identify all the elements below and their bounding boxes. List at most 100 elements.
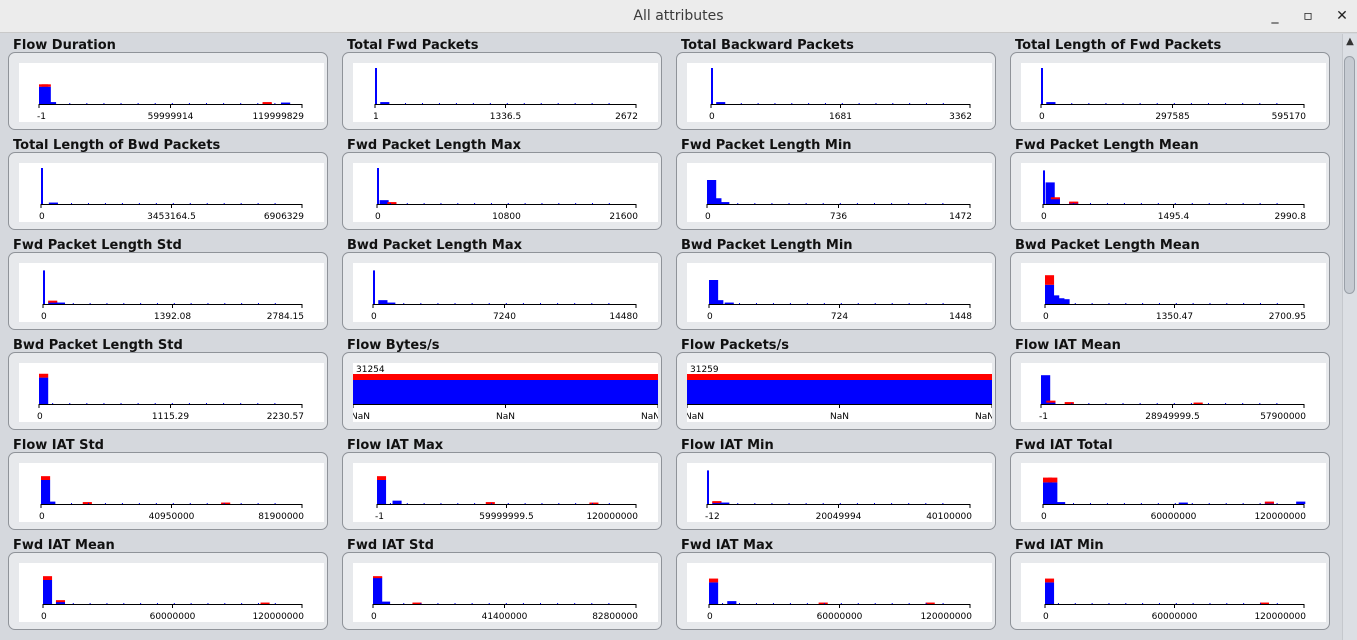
histogram-dot	[1122, 403, 1124, 404]
histogram-dot	[1105, 103, 1107, 104]
attribute-histogram[interactable]: Fwd IAT Max 0 60000000 120000000	[674, 534, 1000, 632]
attribute-histogram[interactable]: Total Fwd Packets 1 1336.5 2672	[340, 34, 666, 132]
histogram-tick-label: 2990.8	[1275, 212, 1307, 222]
attribute-histogram[interactable]: Fwd Packet Length Min 0 736 1472	[674, 134, 1000, 232]
minimize-icon[interactable]: _	[1271, 8, 1279, 24]
histogram-dot	[1276, 603, 1278, 604]
histogram-dot	[805, 503, 807, 504]
attribute-histogram[interactable]: Flow Packets/s 31259 NaN NaN NaN	[674, 334, 1000, 432]
histogram-dot	[874, 203, 876, 204]
attribute-histogram[interactable]: Total Length of Bwd Packets 0 3453164.5 690…	[6, 134, 332, 232]
histogram-dot	[1054, 103, 1056, 104]
histogram-svg: 0 10800 21600	[375, 168, 638, 222]
histogram-dot	[1158, 303, 1160, 304]
attribute-histogram[interactable]: Flow Duration -1 59999914 119999829	[6, 34, 332, 132]
histogram-dot	[257, 403, 259, 404]
histogram-plot: 0 1392.08 2784.15	[19, 263, 324, 322]
attribute-histogram[interactable]: Fwd IAT Std 0 41400000 82800000	[340, 534, 666, 632]
attribute-histogram[interactable]: Flow IAT Mean -1 28949999.5 57900000	[1008, 334, 1334, 432]
histogram-dot	[206, 403, 208, 404]
attribute-name: Flow IAT Max	[347, 438, 444, 453]
histogram-dot	[1259, 403, 1261, 404]
histogram-dot	[755, 303, 757, 304]
histogram-panel: 0 40950000 81900000	[8, 452, 328, 530]
histogram-dot	[874, 503, 876, 504]
histogram-tick-label: 736	[830, 212, 847, 222]
attribute-name: Bwd Packet Length Std	[13, 338, 183, 353]
histogram-dot	[155, 203, 157, 204]
histogram-dot	[106, 603, 108, 604]
histogram-dot	[140, 603, 142, 604]
histogram-dot	[1071, 103, 1073, 104]
histogram-dot	[1192, 603, 1194, 604]
attribute-histogram[interactable]: Flow IAT Std 0 40950000 81900000	[6, 434, 332, 532]
attribute-histogram[interactable]: Fwd Packet Length Max 0 10800 21600	[340, 134, 666, 232]
arrow-up-icon[interactable]: ▲	[1346, 36, 1354, 47]
histogram-dot	[206, 503, 208, 504]
histogram-dot	[1157, 203, 1159, 204]
histogram-bar-overflow	[1045, 578, 1055, 583]
histogram-dot	[1276, 203, 1278, 204]
histogram-dot	[858, 103, 860, 104]
attribute-histogram[interactable]: Bwd Packet Length Min 0 724 1448	[674, 234, 1000, 332]
histogram-bar-overflow	[387, 202, 397, 205]
histogram-dot	[207, 303, 209, 304]
histogram-dot	[874, 603, 876, 604]
histogram-dot	[423, 503, 425, 504]
histogram-tick-label: 40100000	[926, 512, 972, 522]
attribute-histogram[interactable]: Bwd Packet Length Std 0 1115.29 2230.57	[6, 334, 332, 432]
histogram-dot	[440, 503, 442, 504]
histogram-bar	[41, 168, 43, 204]
scrollbar-thumb[interactable]	[1344, 56, 1355, 294]
histogram-dot	[791, 103, 793, 104]
histogram-tick-label: 2784.15	[267, 312, 304, 322]
histogram-tick-label: 3362	[949, 112, 972, 122]
attribute-histogram[interactable]: Fwd IAT Mean 0 60000000 120000000	[6, 534, 332, 632]
histogram-bar	[1045, 582, 1055, 604]
histogram-dot	[574, 603, 576, 604]
attribute-histogram[interactable]: Flow Bytes/s 31254 NaN NaN NaN	[340, 334, 666, 432]
histogram-panel: -1 59999914 119999829	[8, 52, 328, 130]
histogram-dot	[454, 603, 456, 604]
histogram-svg: 0 3453164.5 6906329	[39, 168, 304, 222]
attribute-histogram[interactable]: Total Length of Fwd Packets 0 297585 595170	[1008, 34, 1334, 132]
histogram-tick-label: 57900000	[1260, 412, 1306, 422]
histogram-dot	[455, 103, 457, 104]
histogram-tick-label: 0	[709, 112, 715, 122]
histogram-dot	[71, 503, 73, 504]
histogram-dot	[1209, 603, 1211, 604]
close-icon[interactable]: ✕	[1336, 8, 1348, 24]
histogram-dot	[840, 303, 842, 304]
histogram-dot	[1225, 203, 1227, 204]
histogram-dot	[257, 503, 259, 504]
histogram-panel: -1 28949999.5 57900000	[1010, 352, 1330, 430]
histogram-dot	[454, 303, 456, 304]
attribute-histogram[interactable]: Flow IAT Max -1 59999999.5 120000000	[340, 434, 666, 532]
histogram-dot	[104, 503, 106, 504]
histogram-dot	[474, 203, 476, 204]
attribute-histogram[interactable]: Total Backward Packets 0 1681 3362	[674, 34, 1000, 132]
histogram-panel: 0 297585 595170	[1010, 52, 1330, 130]
histogram-dot	[789, 603, 791, 604]
histogram-dot	[1242, 403, 1244, 404]
histogram-bar	[1296, 501, 1306, 504]
attribute-histogram[interactable]: Bwd Packet Length Mean 0 1350.47 2700.95	[1008, 234, 1334, 332]
histogram-dot	[257, 103, 259, 104]
histogram-dot	[54, 203, 56, 204]
attribute-histogram[interactable]: Fwd Packet Length Std 0 1392.08 2784.15	[6, 234, 332, 332]
histogram-svg: 0 736 1472	[705, 180, 972, 222]
attribute-histogram[interactable]: Fwd IAT Min 0 60000000 120000000	[1008, 534, 1334, 632]
attribute-histogram[interactable]: Fwd Packet Length Mean 0 1495.4 2990.8	[1008, 134, 1334, 232]
histogram-tick-label: NaN	[975, 412, 992, 422]
vertical-scrollbar[interactable]: ▲	[1342, 34, 1357, 640]
maximize-icon[interactable]: ▫	[1303, 8, 1313, 24]
attribute-histogram[interactable]: Bwd Packet Length Max 0 7240 14480	[340, 234, 666, 332]
histogram-dot	[608, 103, 610, 104]
histogram-bar-overflow	[485, 502, 495, 505]
histogram-dot	[188, 403, 190, 404]
attribute-histogram[interactable]: Fwd IAT Total 0 60000000 120000000	[1008, 434, 1334, 532]
histogram-tick-label: 0	[41, 312, 47, 322]
histogram-dot	[1243, 303, 1245, 304]
histogram-dot	[1276, 503, 1278, 504]
attribute-histogram[interactable]: Flow IAT Min -12 20049994 40100000	[674, 434, 1000, 532]
